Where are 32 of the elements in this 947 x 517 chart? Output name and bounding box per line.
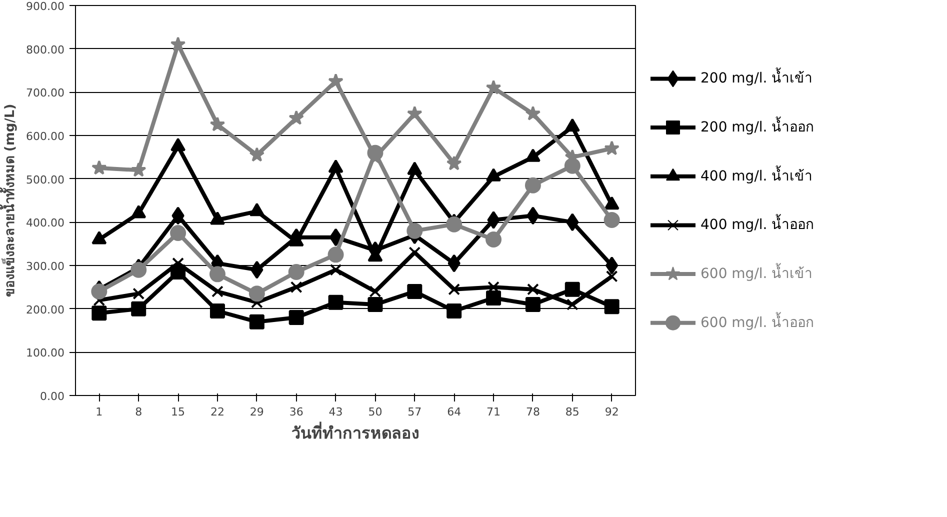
x-tick-label: 43: [328, 406, 343, 418]
y-tick-label: 0.00: [40, 390, 65, 403]
y-tick-label: 400.00: [26, 216, 65, 230]
x-tick-label: 15: [171, 406, 186, 418]
y-tick-label: 800.00: [26, 43, 65, 56]
y-tick-label: 600.00: [26, 130, 65, 143]
x-tick-label: 78: [526, 406, 540, 418]
x-tick-label: 71: [486, 406, 501, 418]
x-axis-title: วันที่ทำการหดลอง: [292, 422, 420, 442]
x-tick-label: 22: [210, 406, 224, 418]
x-tick-label: 36: [289, 406, 304, 418]
x-tick-label: 50: [368, 406, 382, 418]
legend-label: 400 mg/l. น้ำเข้า: [700, 165, 813, 184]
y-axis-title: ของแข็งละลายน้ำทั้งหมด (mg/L): [0, 104, 18, 298]
legend-label: 600 mg/l. น้ำเข้า: [700, 263, 813, 282]
x-tick-label: 8: [135, 406, 142, 418]
legend-label: 400 mg/l. น้ำออก: [700, 214, 814, 234]
legend-label: 600 mg/l. น้ำออก: [700, 312, 814, 331]
legend-label: 200 mg/l. น้ำออก: [700, 116, 814, 136]
x-tick-label: 29: [250, 406, 264, 418]
y-tick-label: 100.00: [26, 346, 65, 360]
x-tick-label: 1: [96, 406, 103, 418]
x-tick-label: 85: [565, 406, 580, 418]
legend-label: 200 mg/l. น้ำเข้า: [700, 68, 813, 87]
y-tick-label: 200.00: [26, 303, 65, 316]
x-tick-label: 57: [408, 406, 422, 418]
y-tick-label: 300.00: [26, 260, 65, 273]
x-tick-label: 92: [604, 406, 619, 418]
y-tick-label: 700.00: [26, 86, 65, 100]
y-tick-label: 900.00: [26, 0, 65, 13]
x-tick-label: 64: [447, 406, 462, 418]
y-tick-label: 500.00: [26, 173, 65, 186]
